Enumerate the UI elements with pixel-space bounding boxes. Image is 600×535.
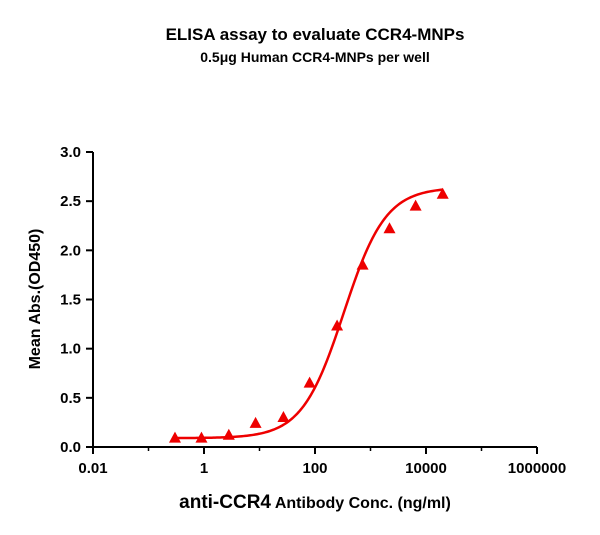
y-tick-label: 0.5: [60, 390, 81, 407]
data-point-marker: [222, 428, 235, 440]
data-point-marker: [168, 431, 181, 443]
x-axis-label: anti-CCR4 Antibody Conc. (ng/ml): [179, 492, 451, 513]
data-point-marker: [303, 376, 316, 388]
y-axis-label: Mean Abs.(OD450): [27, 229, 44, 370]
x-tick-label: 10000: [405, 460, 447, 477]
data-point-marker: [277, 411, 290, 422]
x-ticks: 0.01 1 100 10000 1000000: [78, 447, 566, 477]
x-tick-label: 1000000: [508, 460, 566, 477]
x-axis-label-main: anti-CCR4: [179, 492, 271, 513]
data-point-marker: [436, 187, 449, 199]
y-tick-label: 3.0: [60, 144, 81, 161]
y-tick-label: 0.0: [60, 439, 81, 456]
fit-curve: [174, 188, 443, 440]
data-point-marker: [331, 319, 344, 331]
y-tick-label: 2.0: [60, 242, 81, 259]
x-tick-label: 1: [200, 460, 208, 477]
x-axis-label-rest: Antibody Conc. (ng/ml): [271, 495, 451, 512]
y-ticks: 0.0 0.5 1.0 1.5 2.0 2.5 3.0: [60, 144, 93, 456]
x-tick-label: 0.01: [78, 460, 107, 477]
data-point-marker: [356, 258, 369, 270]
data-point-marker: [249, 416, 262, 428]
chart-subtitle: 0.5μg Human CCR4-MNPs per well: [200, 49, 430, 65]
axes: [92, 152, 537, 448]
y-tick-label: 1.5: [60, 292, 81, 309]
y-tick-label: 2.5: [60, 193, 81, 210]
data-point-marker: [383, 222, 396, 234]
data-point-marker: [409, 199, 422, 211]
data-markers: [168, 187, 449, 443]
data-point-marker: [195, 431, 208, 443]
y-tick-label: 1.0: [60, 341, 81, 358]
chart-title: ELISA assay to evaluate CCR4-MNPs: [166, 25, 465, 44]
x-tick-label: 100: [302, 460, 327, 477]
